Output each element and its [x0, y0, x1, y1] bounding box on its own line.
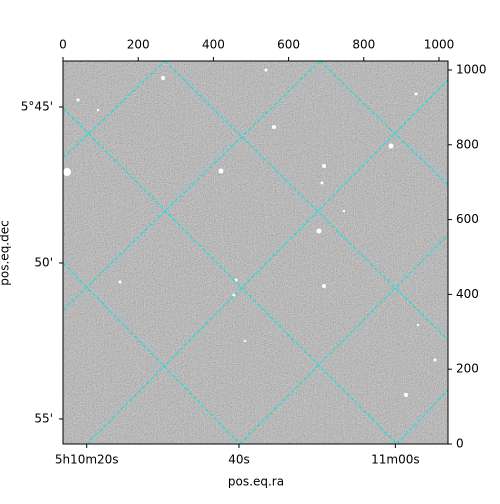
right-tick-label: 1000	[456, 62, 487, 76]
right-tick-label: 600	[456, 212, 479, 226]
plot-frame	[62, 60, 449, 445]
top-tick-label: 600	[277, 38, 300, 52]
dec-tick-label: 5°45'	[21, 100, 53, 114]
x-axis-label: pos.eq.ra	[228, 475, 284, 489]
ra-tick-label: 40s	[228, 453, 250, 467]
right-tick-label: 0	[456, 437, 464, 451]
top-tick-label: 1000	[424, 38, 455, 52]
ra-tick-label: 11m00s	[371, 453, 419, 467]
top-tick-label: 200	[127, 38, 150, 52]
top-tick-label: 800	[352, 38, 375, 52]
y-axis-label: pos.eq.dec	[0, 220, 12, 285]
ra-tick-label: 5h10m20s	[55, 453, 119, 467]
dec-tick-label: 55'	[34, 411, 53, 425]
right-tick-label: 800	[456, 137, 479, 151]
image-noise	[63, 61, 448, 444]
right-tick-label: 200	[456, 362, 479, 376]
top-tick-label: 0	[59, 38, 67, 52]
dec-tick-label: 50'	[34, 255, 53, 269]
coordinate-grid	[63, 61, 448, 444]
stars	[63, 68, 437, 397]
top-tick-label: 400	[202, 38, 225, 52]
right-tick-label: 400	[456, 287, 479, 301]
